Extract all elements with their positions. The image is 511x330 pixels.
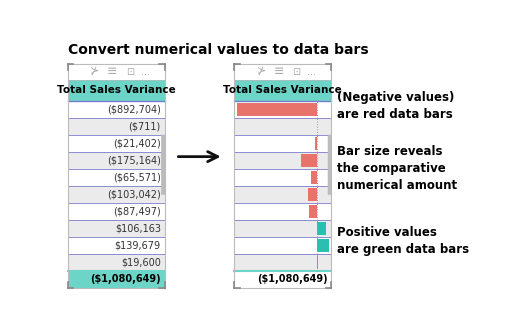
- Text: $106,163: $106,163: [115, 223, 161, 233]
- Text: ($87,497): ($87,497): [113, 206, 161, 216]
- Bar: [235, 101, 331, 118]
- Text: ($103,042): ($103,042): [107, 189, 161, 199]
- Bar: [235, 203, 331, 220]
- Text: ≡: ≡: [274, 65, 284, 79]
- Bar: [68, 186, 165, 203]
- Bar: [68, 203, 165, 220]
- Bar: [308, 188, 317, 201]
- Text: ⊡: ⊡: [292, 67, 300, 77]
- Text: Total Sales Variance: Total Sales Variance: [223, 85, 342, 95]
- Text: Total Sales Variance: Total Sales Variance: [57, 85, 176, 95]
- Bar: [237, 103, 317, 116]
- Text: ⊡: ⊡: [126, 67, 134, 77]
- Bar: [235, 254, 331, 271]
- Text: ($1,080,649): ($1,080,649): [90, 274, 161, 284]
- Text: ⊁: ⊁: [257, 67, 266, 77]
- Bar: [68, 271, 165, 287]
- Text: Bar size reveals
the comparative
numerical amount: Bar size reveals the comparative numeric…: [337, 146, 457, 192]
- FancyArrowPatch shape: [178, 152, 218, 162]
- Bar: [317, 255, 318, 269]
- Bar: [235, 152, 331, 169]
- Text: ($711): ($711): [128, 122, 161, 132]
- Bar: [235, 135, 331, 152]
- Text: ≡: ≡: [107, 65, 118, 79]
- Bar: [309, 205, 317, 218]
- Bar: [235, 220, 331, 237]
- Text: ⊁: ⊁: [90, 67, 100, 77]
- Bar: [235, 271, 331, 287]
- Text: ($1,080,649): ($1,080,649): [257, 274, 328, 284]
- Bar: [235, 237, 331, 254]
- Bar: [68, 169, 165, 186]
- Bar: [68, 237, 165, 254]
- Bar: [68, 135, 165, 152]
- Bar: [68, 152, 165, 169]
- FancyBboxPatch shape: [328, 135, 332, 195]
- Text: $139,679: $139,679: [114, 240, 161, 250]
- Text: ($175,164): ($175,164): [107, 155, 161, 165]
- Text: Positive values
are green data bars: Positive values are green data bars: [337, 226, 469, 255]
- Bar: [68, 220, 165, 237]
- Text: (Negative values)
are red data bars: (Negative values) are red data bars: [337, 91, 454, 121]
- Bar: [311, 171, 317, 184]
- Text: ($21,402): ($21,402): [113, 139, 161, 148]
- Bar: [68, 118, 165, 135]
- Bar: [235, 80, 331, 101]
- Bar: [68, 254, 165, 271]
- Bar: [235, 169, 331, 186]
- Bar: [235, 118, 331, 135]
- Text: ...: ...: [308, 67, 316, 77]
- Bar: [317, 222, 326, 235]
- Bar: [68, 101, 165, 118]
- Bar: [235, 64, 331, 287]
- FancyBboxPatch shape: [161, 135, 165, 195]
- Text: Convert numerical values to data bars: Convert numerical values to data bars: [68, 44, 368, 57]
- Text: ($65,571): ($65,571): [113, 173, 161, 182]
- Text: $19,600: $19,600: [121, 257, 161, 267]
- Bar: [317, 239, 329, 252]
- Text: ($892,704): ($892,704): [107, 105, 161, 115]
- Bar: [315, 137, 317, 150]
- Bar: [235, 186, 331, 203]
- Bar: [301, 154, 317, 167]
- Bar: [68, 64, 165, 287]
- Text: ...: ...: [141, 67, 150, 77]
- Bar: [68, 80, 165, 101]
